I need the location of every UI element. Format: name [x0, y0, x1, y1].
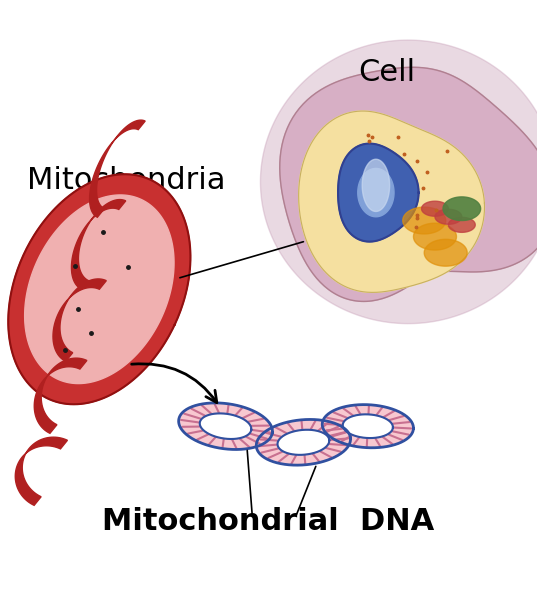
Polygon shape [413, 223, 456, 250]
Polygon shape [8, 174, 191, 404]
Polygon shape [443, 197, 481, 221]
Polygon shape [260, 40, 537, 323]
Polygon shape [435, 209, 462, 224]
Polygon shape [322, 404, 413, 448]
Polygon shape [403, 207, 446, 234]
Polygon shape [53, 279, 106, 361]
Polygon shape [422, 201, 448, 216]
Polygon shape [25, 195, 174, 383]
Polygon shape [90, 120, 145, 217]
Polygon shape [362, 159, 389, 211]
Polygon shape [179, 403, 272, 449]
Polygon shape [424, 239, 467, 266]
Polygon shape [71, 200, 126, 289]
Text: Mitochondrial  DNA: Mitochondrial DNA [103, 507, 434, 536]
Polygon shape [358, 169, 394, 217]
Polygon shape [448, 217, 475, 232]
Polygon shape [256, 419, 351, 465]
Polygon shape [34, 358, 87, 433]
Text: Mitochondria: Mitochondria [27, 166, 226, 195]
Polygon shape [280, 67, 537, 301]
Text: Cell: Cell [358, 58, 415, 88]
Polygon shape [15, 437, 68, 505]
Polygon shape [338, 143, 419, 242]
Polygon shape [299, 111, 484, 292]
